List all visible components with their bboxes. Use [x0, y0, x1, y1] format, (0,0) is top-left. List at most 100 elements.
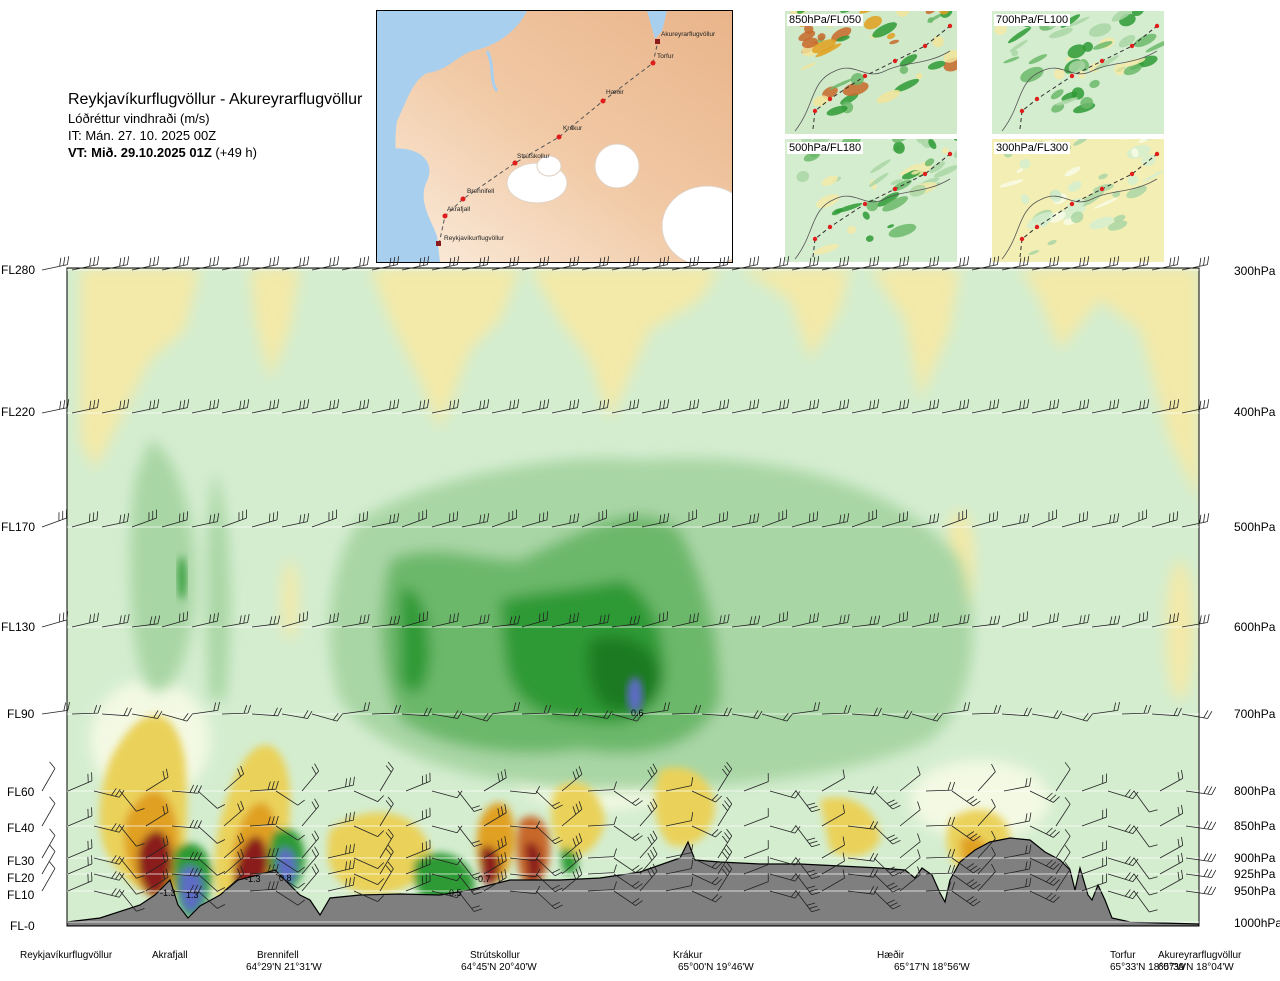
- wind-barb: [1031, 509, 1057, 528]
- wind-barb: [847, 785, 879, 795]
- wind-barb: [881, 256, 910, 271]
- wind-barb: [881, 399, 910, 414]
- wind-barb: [197, 790, 226, 809]
- wind-barb: [769, 789, 801, 799]
- wind-barb: [281, 710, 313, 719]
- wind-barb: [353, 857, 385, 869]
- wind-barb: [1133, 890, 1158, 913]
- wind-barb: [1091, 399, 1120, 414]
- wind-barb: [1107, 789, 1139, 799]
- wind-barb: [457, 873, 483, 895]
- wind-barb: [761, 256, 790, 271]
- wind-barb: [491, 509, 517, 528]
- wind-barb: [509, 785, 541, 795]
- wind-barb: [551, 707, 582, 717]
- wind-barb: [461, 712, 493, 722]
- wind-barb: [101, 399, 130, 414]
- wind-barb: [1133, 825, 1158, 848]
- wind-barb: [461, 399, 490, 414]
- wind-barb: [1029, 873, 1060, 886]
- wind-barb: [971, 256, 1000, 271]
- fl-label: FL60: [7, 785, 35, 799]
- wind-barb: [145, 835, 169, 859]
- wind-barb: [1121, 399, 1150, 414]
- wind-barb: [249, 847, 279, 859]
- wind-barb: [93, 788, 125, 798]
- wind-barb: [311, 399, 340, 414]
- station-label: Hæðir 65°17'N 18°56'W: [877, 950, 970, 974]
- wind-barb: [769, 824, 801, 834]
- wind-barb: [791, 511, 819, 528]
- wind-barb: [1121, 256, 1150, 271]
- wind-barb: [1091, 513, 1120, 528]
- mini-map-500[interactable]: 500hPa/FL180: [785, 139, 957, 262]
- wind-barb: [521, 704, 552, 715]
- wind-barb: [977, 798, 996, 827]
- pressure-label: 500hPa: [1234, 520, 1276, 534]
- wind-barb: [971, 704, 1002, 715]
- wind-barb: [641, 701, 670, 715]
- value-label: 0.5: [449, 888, 462, 898]
- mini-map-700-label: 700hPa/FL100: [994, 14, 1071, 26]
- wind-barb: [405, 855, 431, 875]
- wind-barb: [93, 855, 125, 865]
- station-name: Akrafjall: [152, 950, 188, 961]
- wind-barb: [641, 399, 670, 414]
- mini-map-700[interactable]: 700hPa/FL100: [992, 11, 1164, 134]
- wind-barb: [221, 704, 252, 715]
- wind-barb: [639, 763, 658, 792]
- wind-barb: [821, 399, 850, 414]
- wind-barb: [847, 868, 879, 878]
- terrain-profile: [67, 837, 1199, 926]
- fl-label: FL20: [7, 871, 35, 885]
- wind-barb: [561, 766, 583, 792]
- station-name: Krákur: [673, 950, 703, 961]
- wind-barb: [275, 890, 305, 906]
- wind-barb: [1151, 399, 1180, 414]
- wind-barb: [899, 866, 921, 892]
- wind-barb: [1159, 804, 1184, 827]
- wind-barb: [353, 873, 385, 885]
- wind-barb: [665, 812, 694, 827]
- map-label-akrafjall: Akrafjall: [447, 206, 471, 213]
- wind-barb: [821, 769, 845, 792]
- map-label-strutskollur: Strútskollur: [517, 153, 550, 160]
- wind-barb: [899, 833, 921, 859]
- wind-barb: [671, 399, 700, 414]
- wind-barb: [639, 863, 658, 892]
- wind-barb: [41, 256, 70, 271]
- mini-map-850[interactable]: 850hPa/FL050: [785, 11, 957, 134]
- wind-barb: [639, 798, 658, 827]
- wind-barb: [977, 863, 996, 892]
- wind-barb: [641, 513, 670, 528]
- wind-barb: [311, 256, 340, 271]
- wind-barb: [197, 873, 226, 892]
- wind-barb: [41, 844, 56, 875]
- wind-barb: [847, 885, 879, 895]
- wind-barb: [509, 852, 541, 862]
- wind-barb: [821, 256, 850, 271]
- wind-barb: [691, 857, 722, 870]
- wind-barb: [1185, 885, 1217, 896]
- wind-barb: [1185, 852, 1217, 863]
- wind-barb: [761, 509, 787, 528]
- station-name: Reykjavíkurflugvöllur: [20, 950, 113, 961]
- wind-barb: [379, 861, 394, 892]
- mini-map-300[interactable]: 300hPa/FL300: [992, 139, 1164, 262]
- wind-barb: [171, 819, 202, 829]
- wind-barb: [371, 513, 400, 528]
- wind-barb: [717, 796, 733, 827]
- wind-barb: [93, 871, 125, 881]
- pressure-label: 400hPa: [1234, 405, 1276, 419]
- wind-barb: [431, 873, 463, 882]
- wind-barb: [717, 861, 733, 892]
- wind-barb: [977, 830, 996, 859]
- wind-barb: [731, 256, 760, 271]
- wind-barb: [881, 710, 913, 719]
- wind-barb: [1091, 615, 1121, 628]
- wind-barb: [1121, 611, 1149, 628]
- wind-barb: [881, 511, 909, 528]
- wind-barb: [1061, 614, 1090, 628]
- station-coord: 65°00'N 19°46'W: [678, 962, 754, 973]
- wind-barb: [223, 865, 244, 892]
